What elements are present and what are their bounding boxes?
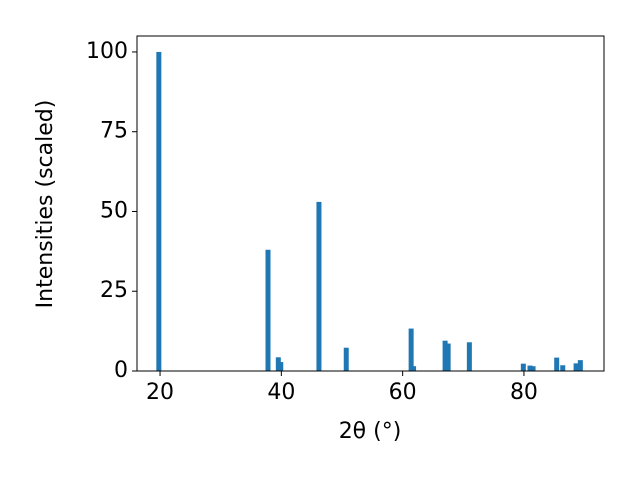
bar — [520, 363, 526, 371]
bar — [466, 342, 472, 371]
bar — [343, 347, 349, 371]
y-tick-label: 100 — [86, 39, 128, 64]
bar — [408, 328, 414, 371]
x-tick-label: 80 — [510, 380, 538, 405]
y-tick-label: 0 — [114, 358, 128, 383]
bar — [577, 360, 583, 371]
bar — [445, 343, 451, 371]
bar — [560, 365, 566, 371]
bar — [442, 340, 448, 371]
bar — [411, 366, 417, 371]
y-axis-label: Intensities (scaled) — [33, 100, 58, 309]
x-axis-label: 2θ (°) — [339, 419, 402, 444]
x-tick-label: 40 — [267, 380, 295, 405]
plot-frame — [136, 35, 605, 372]
bar — [527, 365, 533, 371]
y-tick-label: 50 — [100, 198, 128, 223]
bar — [316, 201, 322, 371]
x-tick-label: 60 — [389, 380, 417, 405]
y-tick-label: 75 — [100, 119, 128, 144]
y-tick-label: 25 — [100, 278, 128, 303]
bar — [265, 249, 271, 371]
bar — [530, 366, 536, 371]
x-tick-label: 20 — [146, 380, 174, 405]
bar — [156, 51, 162, 371]
bar — [554, 357, 560, 371]
bar — [573, 363, 579, 371]
bar — [278, 362, 284, 371]
